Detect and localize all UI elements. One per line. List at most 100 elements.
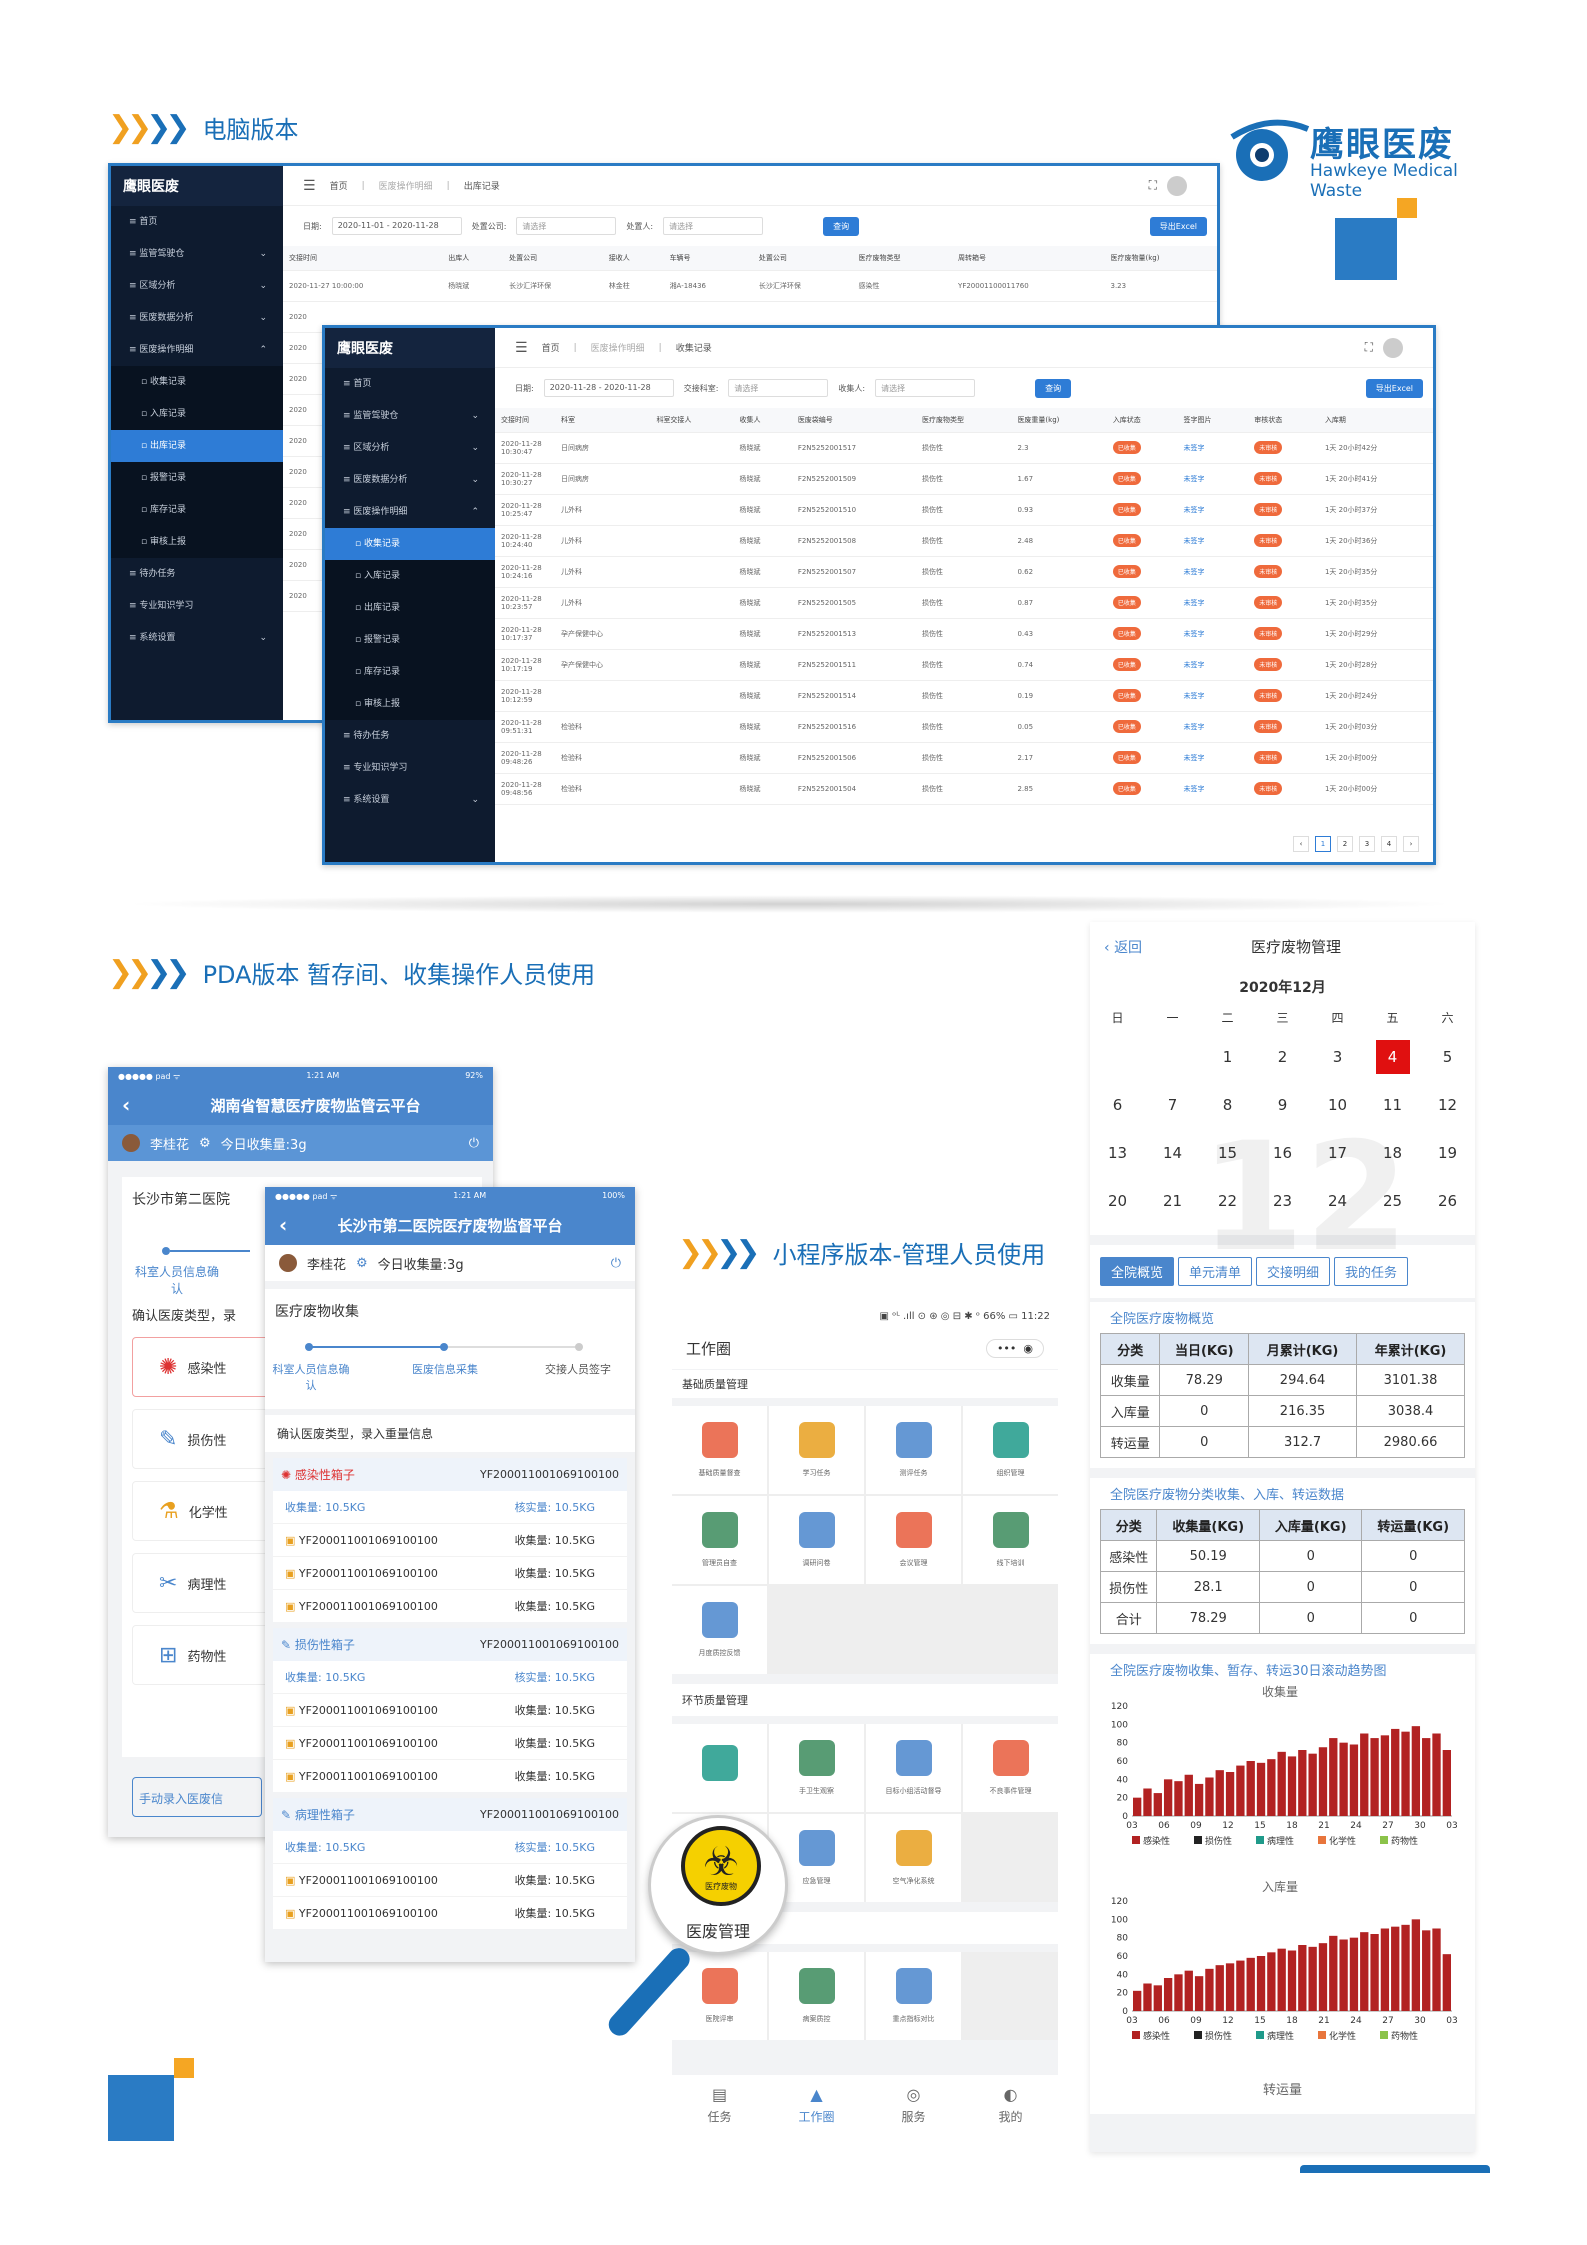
sidebar-item[interactable]: ▫ 报警记录 (325, 624, 495, 656)
page-button[interactable]: 4 (1381, 836, 1397, 852)
sidebar-item[interactable]: ≡ 首页 (111, 206, 283, 238)
sidebar-item[interactable]: ≡ 待办任务 (325, 720, 495, 752)
column-header[interactable]: 车辆号 (663, 246, 753, 271)
calendar-day[interactable]: 11 (1365, 1081, 1420, 1129)
column-header[interactable]: 医疗废物类型 (916, 408, 1012, 433)
menu-toggle-icon[interactable]: ☰ (515, 339, 528, 356)
sidebar-item[interactable]: ≡ 医废数据分析 ⌄ (111, 302, 283, 334)
table-row[interactable]: 2020-11-28 09:48:56 检验科 杨晓斌 F2N5252001504 损伤… (495, 773, 1433, 805)
app-tile[interactable]: 月度质控反馈 (672, 1586, 767, 1674)
column-header[interactable]: 收集人 (733, 408, 792, 433)
fullscreen-icon[interactable]: ⛶ (1364, 340, 1373, 354)
box-header[interactable]: ✎ 病理性箱子 YF200011001069100100 (273, 1798, 627, 1831)
sidebar-item[interactable]: ▫ 库存记录 (325, 656, 495, 688)
sidebar-item[interactable]: ▫ 库存记录 (111, 494, 283, 526)
query-button[interactable]: 查询 (1035, 378, 1072, 398)
signature-link[interactable]: 未签字 (1183, 505, 1205, 514)
signature-link[interactable]: 未签字 (1183, 753, 1205, 762)
calendar-day[interactable]: 20 (1090, 1177, 1145, 1225)
app-tile[interactable]: 重点指标对比 (866, 1952, 961, 2040)
app-tile[interactable]: 测评任务 (866, 1406, 961, 1494)
table-row[interactable]: 2020-11-28 10:12:59 杨晓斌 F2N5252001514 损伤性 0.… (495, 680, 1433, 712)
column-header[interactable]: 出库人 (442, 246, 504, 271)
bag-row[interactable]: ▣ YF200011001069100100 收集量: 10.5KG (273, 1863, 627, 1896)
tab-bar-item[interactable]: ▲ 工作圈 (769, 2075, 864, 2135)
table-row[interactable]: 2020-11-28 10:30:47 日间病房 杨晓斌 F2N5252001517 损… (495, 432, 1433, 464)
calendar-day[interactable]: 6 (1090, 1081, 1145, 1129)
table-row[interactable]: 2020-11-28 10:17:37 孕产保健中心 杨晓斌 F2N525200151… (495, 618, 1433, 650)
date-range-input[interactable]: 2020-11-28 - 2020-11-28 (543, 379, 674, 397)
breadcrumb-parent[interactable]: 医废操作明细 (378, 182, 433, 192)
right-tab[interactable]: 全院概览 (1100, 1257, 1175, 1286)
back-icon[interactable]: ‹ (122, 1093, 131, 1117)
app-tile[interactable]: 基础质量督查 (672, 1406, 767, 1494)
app-tile[interactable]: 病案质控 (769, 1952, 864, 2040)
calendar-day[interactable]: 26 (1420, 1177, 1475, 1225)
company-select[interactable]: 请选择 (516, 217, 617, 235)
column-header[interactable]: 交接时间 (495, 408, 555, 433)
app-tile[interactable]: 空气净化系统 (866, 1814, 961, 1902)
column-header[interactable]: 医废重量(kg) (1011, 408, 1107, 433)
calendar-day[interactable]: 25 (1365, 1177, 1420, 1225)
app-tile[interactable]: 目标小组活动督导 (866, 1724, 961, 1812)
signature-link[interactable]: 未签字 (1183, 691, 1205, 700)
bag-row[interactable]: ▣ YF200011001069100100 收集量: 10.5KG (273, 1693, 627, 1726)
column-header[interactable]: 科室交接人 (650, 408, 734, 433)
signature-link[interactable]: 未签字 (1183, 474, 1205, 483)
page-button[interactable]: › (1403, 836, 1419, 852)
app-tile[interactable]: 医院评审 (672, 1952, 767, 2040)
sidebar-item[interactable]: ≡ 监管驾驶仓 ⌄ (111, 238, 283, 270)
box-header[interactable]: ✎ 损伤性箱子 YF200011001069100100 (273, 1628, 627, 1661)
page-button[interactable]: 3 (1359, 836, 1375, 852)
app-tile[interactable]: 手卫生观察 (769, 1724, 864, 1812)
breadcrumb-parent[interactable]: 医废操作明细 (590, 344, 645, 354)
table-row[interactable]: 2020-11-28 09:51:31 检验科 杨晓斌 F2N5252001516 损伤… (495, 711, 1433, 743)
table-row[interactable]: 2020-11-28 09:48:26 检验科 杨晓斌 F2N5252001506 损伤… (495, 742, 1433, 774)
avatar[interactable] (1383, 337, 1403, 358)
column-header[interactable]: 接收人 (602, 246, 664, 271)
table-row[interactable]: 2020-11-28 10:30:27 日间病房 杨晓斌 F2N5252001509 损… (495, 463, 1433, 495)
export-button[interactable]: 导出Excel (1365, 378, 1423, 398)
breadcrumb-home[interactable]: 首页 (541, 344, 560, 354)
bag-row[interactable]: ▣ YF200011001069100100 收集量: 10.5KG (273, 1589, 627, 1622)
signature-link[interactable]: 未签字 (1183, 629, 1205, 638)
calendar-day[interactable]: 15 (1200, 1129, 1255, 1177)
right-tab[interactable]: 交接明细 (1256, 1257, 1331, 1286)
signature-link[interactable]: 未签字 (1183, 722, 1205, 731)
calendar-day[interactable]: 5 (1420, 1033, 1475, 1081)
box-header[interactable]: ✺ 感染性箱子 YF200011001069100100 (273, 1458, 627, 1491)
sidebar-item[interactable]: ≡ 区域分析 ⌄ (111, 270, 283, 302)
app-tile[interactable]: 学习任务 (769, 1406, 864, 1494)
tab-bar-item[interactable]: ▤ 任务 (672, 2075, 767, 2135)
avatar[interactable] (1167, 175, 1187, 196)
collector-select[interactable]: 请选择 (875, 379, 976, 397)
calendar-day[interactable]: 3 (1310, 1033, 1365, 1081)
sidebar-item[interactable]: ≡ 区域分析 ⌄ (325, 432, 495, 464)
signature-link[interactable]: 未签字 (1183, 784, 1205, 793)
menu-toggle-icon[interactable]: ☰ (303, 177, 316, 194)
calendar-day[interactable]: 22 (1200, 1177, 1255, 1225)
table-row[interactable]: 2020-11-28 10:23:57 儿外科 杨晓斌 F2N5252001505 损伤… (495, 587, 1433, 619)
signature-link[interactable]: 未签字 (1183, 598, 1205, 607)
signature-link[interactable]: 未签字 (1183, 443, 1205, 452)
calendar-day[interactable]: 21 (1145, 1177, 1200, 1225)
dept-select[interactable]: 请选择 (728, 379, 829, 397)
manual-entry-button[interactable]: 手动录入医废信 (132, 1777, 262, 1817)
handler-select[interactable]: 请选择 (663, 217, 764, 235)
table-row[interactable]: 2020-11-28 10:24:40 儿外科 杨晓斌 F2N5252001508 损伤… (495, 525, 1433, 557)
sidebar-item[interactable]: ≡ 专业知识学习 (325, 752, 495, 784)
table-row[interactable]: 2020-11-28 10:25:47 儿外科 杨晓斌 F2N5252001510 损伤… (495, 494, 1433, 526)
calendar-day[interactable]: 1 (1200, 1033, 1255, 1081)
power-icon[interactable]: ⏻ (610, 1255, 621, 1271)
sidebar-item[interactable]: ▫ 收集记录 (325, 528, 495, 560)
right-tab[interactable]: 我的任务 (1334, 1257, 1409, 1286)
sidebar-item[interactable]: ≡ 监管驾驶仓 ⌄ (325, 400, 495, 432)
settings-icon[interactable]: ⚙ (356, 1255, 368, 1271)
column-header[interactable]: 周转箱号 (952, 246, 1105, 271)
column-header[interactable]: 交接时间 (283, 246, 443, 271)
bag-row[interactable]: ▣ YF200011001069100100 收集量: 10.5KG (273, 1556, 627, 1589)
sidebar-item[interactable]: ▫ 入库记录 (325, 560, 495, 592)
bag-row[interactable]: ▣ YF200011001069100100 收集量: 10.5KG (273, 1726, 627, 1759)
sidebar-item[interactable]: ≡ 医废操作明细 ⌃ (111, 334, 283, 366)
column-header[interactable]: 入库期 (1318, 408, 1433, 433)
